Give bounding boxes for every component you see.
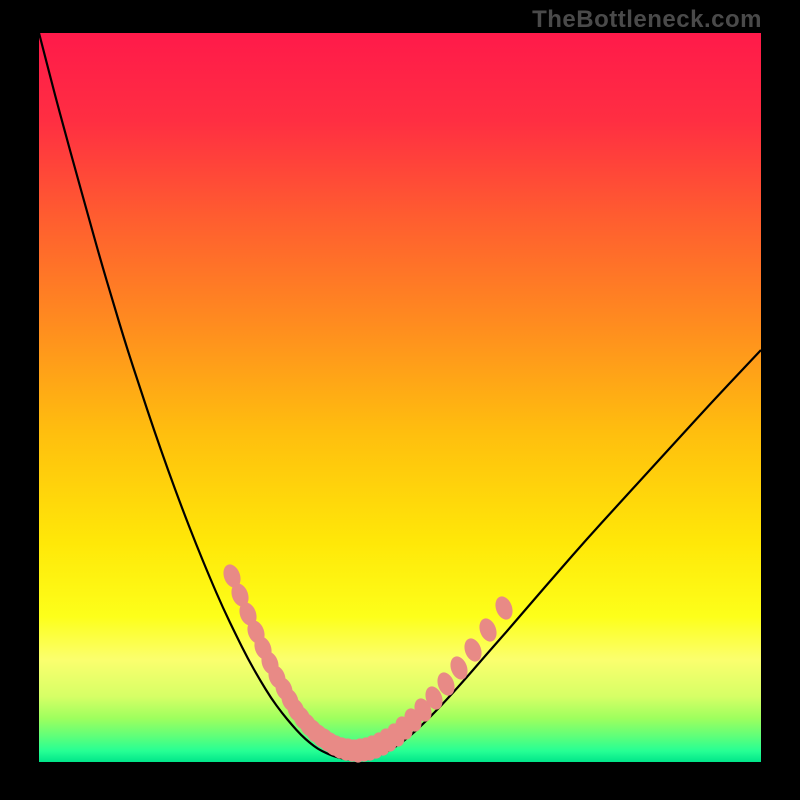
watermark-text: TheBottleneck.com xyxy=(532,6,762,34)
chart-frame: TheBottleneck.com xyxy=(0,0,800,800)
gradient-plot-area xyxy=(39,33,761,762)
bottleneck-chart xyxy=(0,0,800,800)
